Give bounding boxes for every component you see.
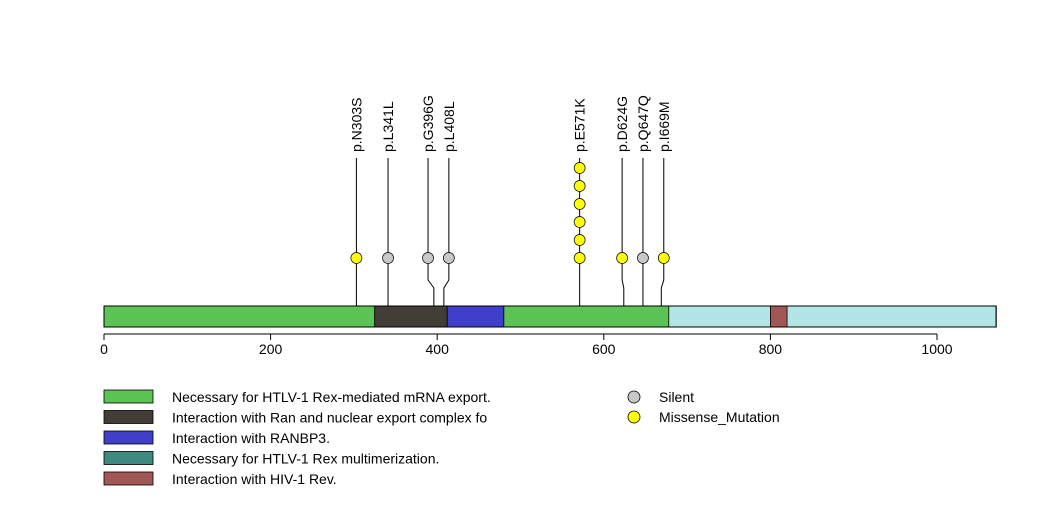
mutation-dot-p-L341L-1[interactable] [382, 252, 394, 264]
mutation-dot-p-E571K-6[interactable] [573, 162, 586, 174]
legend-swatch-1 [103, 410, 154, 424]
protein-bar [103, 305, 997, 328]
legend-swatch-2 [103, 430, 154, 445]
mutation-dot-p-E571K-3[interactable] [573, 216, 586, 228]
mutation-dot-p-D624G-1[interactable] [616, 252, 628, 264]
legend-mutation-label-1: Missense_Mutation [659, 409, 780, 425]
x-tick-label-200: 200 [259, 341, 283, 357]
domain-2 [446, 305, 505, 328]
mutation-stems [355, 158, 665, 327]
legend-label-2: Interaction with RANBP3. [172, 430, 330, 446]
legend-label-0: Necessary for HTLV-1 Rex-mediated mRNA e… [172, 389, 491, 405]
x-tick-label-1000: 1000 [921, 341, 952, 357]
mutation-dot-p-E571K-2[interactable] [573, 234, 586, 246]
mutation-label-p-G396G: p.G396G [420, 95, 436, 152]
legend-dot-0 [627, 390, 641, 404]
mutation-dot-p-E571K-1[interactable] [573, 252, 586, 264]
stem-p.G396G [427, 158, 435, 327]
mutation-dot-p-L408L-1[interactable] [443, 252, 455, 264]
domain-4 [770, 305, 788, 328]
legend-swatch-3 [103, 451, 154, 465]
legend: Necessary for HTLV-1 Rex-mediated mRNA e… [103, 389, 780, 487]
mutation-labels: p.N303S p.L341L p.G396G p.L408L p.E571K p.D62… [348, 95, 671, 152]
legend-swatch-4 [103, 471, 154, 486]
domain-3 [503, 305, 670, 328]
mutation-dots [350, 162, 670, 264]
mutation-label-p-Q647Q: p.Q647Q [635, 95, 651, 152]
x-tick-label-400: 400 [426, 341, 450, 357]
stem-p.D624G [621, 158, 625, 327]
legend-swatch-0 [103, 389, 154, 404]
legend-dot-1 [627, 410, 641, 424]
x-tick-label-0: 0 [100, 341, 108, 357]
x-tick-label-600: 600 [592, 341, 616, 357]
mutation-dot-p-G396G-1[interactable] [422, 252, 434, 264]
domain-1 [374, 305, 448, 328]
mutation-dot-p-N303S-1[interactable] [350, 252, 363, 264]
mutation-label-p-N303S: p.N303S [348, 98, 364, 152]
protein-outline [103, 305, 997, 328]
x-axis: 0 200 400 600 800 1000 [100, 333, 953, 357]
legend-mutation-label-0: Silent [659, 389, 694, 405]
mutation-dot-p-E571K-4[interactable] [573, 198, 586, 210]
legend-label-3: Necessary for HTLV-1 Rex multimerization… [172, 451, 439, 467]
x-tick-label-800: 800 [759, 341, 783, 357]
stem-p.I669M [660, 158, 665, 327]
stem-p.L408L [443, 158, 450, 327]
mutation-dot-p-E571K-5[interactable] [573, 180, 586, 192]
domain-0 [103, 305, 376, 328]
mutation-label-p-L408L: p.L408L [441, 101, 457, 152]
mutation-dot-p-I669M-1[interactable] [657, 252, 670, 264]
mutation-label-p-I669M: p.I669M [656, 101, 672, 152]
mutation-label-p-L341L: p.L341L [380, 101, 396, 152]
mutation-dot-p-Q647Q-1[interactable] [637, 252, 649, 264]
legend-label-4: Interaction with HIV-1 Rev. [172, 471, 337, 487]
mutation-label-p-D624G: p.D624G [614, 96, 630, 152]
legend-label-1: Interaction with Ran and nuclear export … [172, 410, 487, 426]
mutation-label-p-E571K: p.E571K [572, 98, 588, 152]
